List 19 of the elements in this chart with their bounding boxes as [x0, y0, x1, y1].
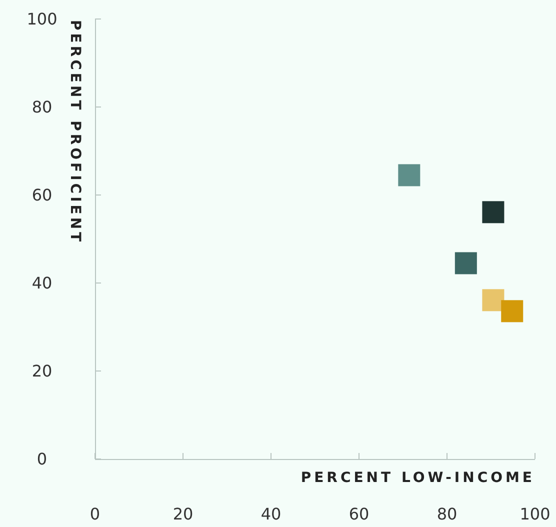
x-tick-label: 40	[260, 504, 282, 524]
y-tick-label: 20	[32, 362, 52, 380]
x-tick-label: 100	[520, 504, 550, 524]
y-tick-label: 100	[26, 10, 58, 28]
y-tick-label: 80	[32, 98, 52, 116]
y-tick-label: 40	[32, 274, 52, 292]
x-axis-title: PERCENT LOW-INCOME	[300, 470, 535, 486]
point	[501, 300, 524, 322]
y-axis-title: PERCENT PROFICIENT	[67, 20, 83, 245]
x-tick-label: 20	[172, 504, 194, 524]
x-tick-label: 0	[90, 504, 100, 524]
point	[482, 289, 504, 312]
x-tick-label: 80	[436, 504, 458, 524]
point	[482, 201, 504, 224]
point	[398, 164, 420, 186]
y-tick-label: 0	[36, 450, 48, 468]
point	[454, 252, 477, 274]
y-tick-label: 60	[32, 186, 52, 204]
x-tick-label: 60	[348, 504, 370, 524]
